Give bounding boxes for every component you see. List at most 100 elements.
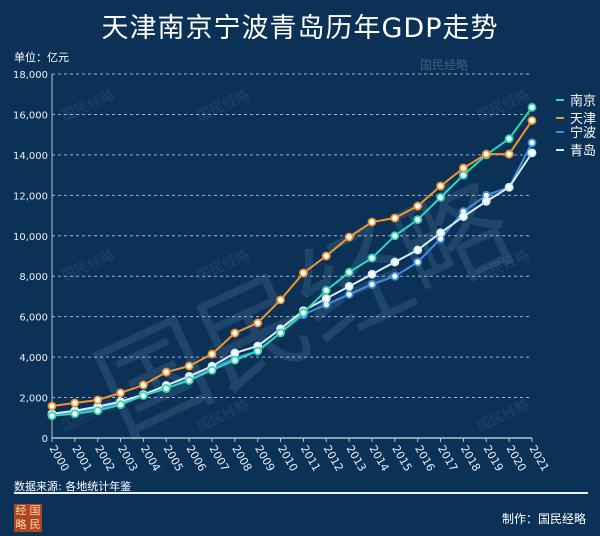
data-point [459, 212, 468, 221]
data-point [70, 409, 80, 419]
x-tick-label: 2005 [161, 443, 186, 474]
data-point [413, 215, 423, 225]
x-tick-label: 2018 [458, 443, 483, 474]
data-point [413, 201, 423, 211]
logo-char: 民 [29, 518, 41, 531]
logo-char: 略 [15, 518, 27, 531]
chart-title: 天津南京宁波青岛历年GDP走势 [101, 13, 499, 44]
data-point [390, 257, 400, 267]
data-point [184, 375, 194, 385]
data-point [207, 349, 217, 359]
x-tick-label: 2011 [298, 443, 323, 474]
x-tick-label: 2002 [92, 443, 117, 474]
data-point [116, 400, 125, 410]
data-point [367, 217, 377, 227]
data-point [413, 257, 423, 267]
data-point [276, 295, 285, 305]
data-point [230, 348, 240, 358]
data-point [321, 285, 331, 295]
series-line-青岛 [51, 152, 533, 415]
x-tick-label: 2006 [184, 443, 209, 474]
series-line-南京 [51, 106, 533, 417]
data-point [253, 318, 263, 328]
data-point [367, 253, 377, 263]
data-point [481, 196, 491, 206]
data-point [367, 279, 377, 289]
data-point [527, 116, 537, 125]
divider [14, 492, 588, 494]
y-tick-label: 0 [42, 434, 48, 445]
series-line-天津 [51, 119, 533, 408]
x-tick-label: 2008 [229, 443, 254, 474]
x-tick-label: 2016 [412, 443, 437, 474]
logo-char: 经 [15, 504, 27, 517]
x-tick-label: 2000 [46, 443, 71, 474]
watermark: 国民经略 [420, 58, 469, 72]
x-tick-label: 2001 [69, 443, 94, 474]
data-point [139, 391, 148, 400]
data-point [184, 361, 194, 371]
data-point [436, 192, 445, 202]
unit-label: 单位：亿元 [14, 51, 69, 64]
legend-label: 天津 [570, 112, 596, 127]
x-tick-label: 2007 [206, 443, 231, 474]
data-point [527, 148, 537, 158]
x-tick-label: 2013 [344, 443, 369, 474]
y-tick-label: 6,000 [19, 313, 48, 324]
logo-char: 国 [29, 504, 41, 517]
data-point [436, 228, 445, 238]
series-line-宁波 [51, 142, 533, 416]
data-point [413, 245, 423, 255]
data-point [321, 251, 331, 261]
x-tick-label: 2017 [435, 443, 460, 474]
x-tick-label: 2021 [526, 443, 551, 474]
x-tick-label: 2020 [504, 443, 529, 474]
legend-label: 南京 [570, 93, 596, 109]
data-point [207, 365, 217, 375]
y-tick-label: 2,000 [19, 394, 48, 405]
y-tick-label: 18,000 [13, 70, 48, 81]
data-point [367, 269, 377, 279]
data-point [527, 138, 537, 148]
data-point [299, 268, 308, 278]
maker-credit: 制作：国民经略 [501, 512, 586, 526]
data-point [47, 411, 57, 421]
data-point [504, 182, 514, 192]
x-tick-label: 2010 [275, 443, 300, 474]
x-tick-label: 2012 [321, 443, 346, 474]
y-tick-label: 12,000 [13, 191, 48, 202]
data-point [344, 267, 354, 277]
data-point [253, 346, 263, 356]
x-tick-label: 2004 [138, 443, 163, 474]
data-point [321, 294, 331, 303]
data-point [344, 232, 354, 242]
data-point [47, 401, 57, 411]
data-point [527, 102, 537, 112]
data-point [459, 163, 468, 173]
data-point [481, 149, 491, 159]
data-point [139, 380, 148, 390]
legend-label: 青岛 [570, 143, 596, 159]
data-point [161, 367, 171, 377]
y-tick-label: 10,000 [13, 232, 48, 243]
y-tick-label: 14,000 [13, 151, 48, 162]
data-point [299, 308, 308, 318]
data-point [161, 384, 171, 393]
y-tick-label: 16,000 [13, 110, 48, 121]
data-point [459, 170, 468, 180]
data-point [390, 213, 400, 223]
data-point [116, 388, 125, 398]
data-point [93, 406, 103, 416]
data-source: 数据来源: 各地统计年鉴 [14, 480, 132, 493]
y-tick-label: 8,000 [19, 272, 48, 283]
data-point [436, 181, 445, 191]
data-point [390, 231, 400, 241]
logo: 经 国 略 民 [14, 504, 42, 532]
data-point [344, 290, 354, 299]
x-tick-label: 2003 [115, 443, 140, 474]
line-chart: 0 2,000 4,000 6,000 8,000 10,000 12,000 14,000 1… [13, 70, 596, 474]
x-tick-label: 2015 [389, 443, 414, 474]
x-tick-label: 2009 [252, 443, 277, 474]
data-point [276, 328, 285, 338]
data-point [230, 355, 240, 365]
